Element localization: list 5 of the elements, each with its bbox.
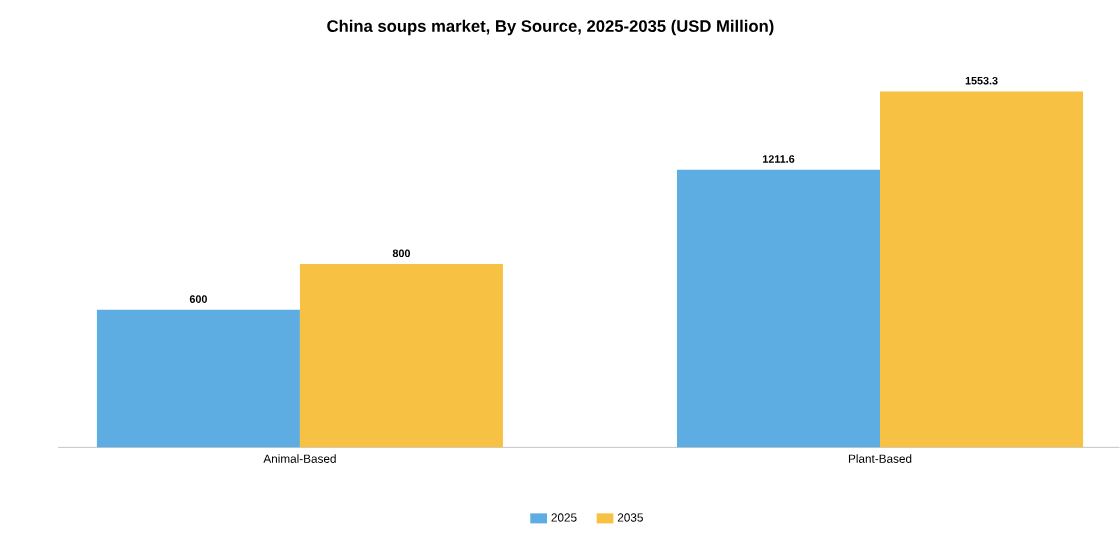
bar (676, 169, 881, 448)
bar (96, 309, 300, 448)
chart-title: China soups market, By Source, 2025-2035 (USD Million) (327, 19, 774, 36)
bar (299, 263, 503, 448)
bar (880, 91, 1084, 448)
